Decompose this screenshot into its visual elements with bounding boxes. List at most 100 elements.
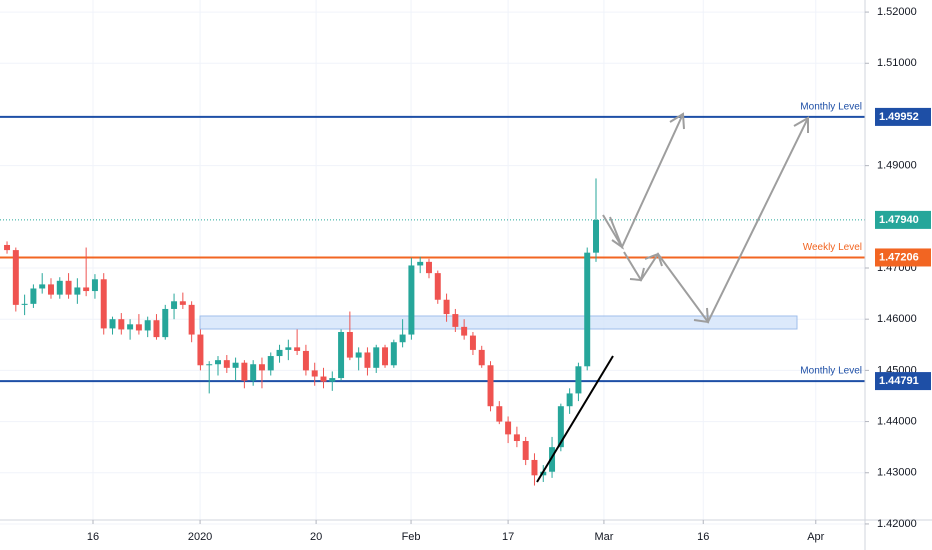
level-name: Weekly Level (803, 242, 862, 253)
level-price-label: 1.47940 (879, 214, 919, 226)
candle-body (557, 406, 564, 448)
candle-body (188, 304, 195, 335)
y-tick-label: 1.49000 (877, 160, 917, 172)
x-tick-label: 16 (697, 531, 709, 543)
candle-body (232, 362, 239, 368)
x-tick-label: 2020 (188, 531, 212, 543)
x-tick-label: 20 (310, 531, 322, 543)
candle-body (417, 261, 424, 266)
candle-body (434, 273, 441, 300)
level-name: Monthly Level (800, 366, 862, 377)
candle-body (355, 352, 362, 358)
candle-body (461, 326, 468, 336)
candle-body (118, 319, 125, 330)
candle-body (162, 308, 169, 338)
candle-body (144, 320, 151, 331)
arrow-head (693, 307, 710, 324)
candle-body (83, 287, 90, 292)
axes: 1.520001.510001.490001.470001.460001.450… (87, 6, 917, 543)
y-tick-label: 1.44000 (877, 415, 917, 427)
x-tick-label: 17 (502, 531, 514, 543)
y-tick-label: 1.43000 (877, 467, 917, 479)
projection-arrows (602, 112, 809, 324)
candle-body (364, 352, 371, 368)
candle-body (452, 314, 459, 327)
candle-body (267, 356, 274, 371)
candle-body (593, 219, 599, 253)
y-tick-label: 1.51000 (877, 57, 917, 69)
candle-body (478, 349, 485, 366)
candle-body (513, 434, 520, 442)
candle-body (171, 301, 178, 309)
candle-body (223, 360, 230, 368)
level-price-box (875, 372, 931, 391)
candle-body (302, 350, 309, 371)
x-tick-label: 16 (87, 531, 99, 543)
arrow-head (629, 267, 645, 282)
candle-body (21, 303, 28, 305)
candle-body (311, 370, 318, 377)
support-zone (199, 315, 798, 330)
y-tick-label: 1.46000 (877, 313, 917, 325)
candle-body (91, 279, 98, 292)
level-price-label: 1.49952 (879, 111, 919, 123)
levels (0, 115, 865, 383)
level-price-label: 1.47206 (879, 251, 919, 263)
candle-body (47, 284, 54, 295)
x-tick-label: Feb (402, 531, 421, 543)
candle-body (390, 342, 397, 366)
candle-body (65, 280, 72, 295)
candle-body (179, 301, 186, 305)
candle-body (443, 299, 450, 315)
candle-body (338, 331, 345, 379)
level-price-box (875, 210, 931, 229)
candle-body (496, 406, 503, 422)
candle-body (135, 324, 142, 331)
arrow-head (793, 116, 809, 133)
candle-body (373, 347, 380, 368)
candle-body (425, 261, 432, 274)
x-tick-label: Mar (594, 531, 613, 543)
candle-body (408, 265, 415, 335)
candle-body (39, 284, 46, 289)
candle-body (241, 362, 248, 381)
candle-body (294, 347, 301, 351)
y-tick-label: 1.42000 (877, 518, 917, 530)
candle-body (522, 441, 529, 460)
candle-body (12, 250, 19, 305)
candle-body (56, 280, 63, 295)
candle-body (285, 347, 292, 350)
candle-body (258, 364, 265, 371)
candle-body (469, 335, 476, 350)
candle-body (531, 459, 538, 476)
x-tick-label: Apr (807, 531, 824, 543)
candle-body (575, 366, 582, 394)
level-price-box (875, 248, 931, 267)
candle-body (127, 324, 134, 330)
candle-body (109, 319, 116, 329)
candle-body (215, 360, 221, 365)
candle-body (382, 347, 389, 366)
candle-body (320, 376, 327, 382)
level-price-box (875, 107, 931, 126)
candle-body (584, 252, 591, 367)
candle-body (505, 421, 512, 435)
level-labels: 1.49952 Monthly Level 1.47206 Weekly Level 1… (800, 102, 931, 391)
candle-body (329, 378, 336, 382)
candle-body (399, 334, 406, 343)
candle-body (566, 393, 573, 407)
trend-line (536, 355, 614, 483)
candle-body (197, 334, 204, 366)
candle-body (250, 364, 257, 381)
arrow-head (609, 216, 625, 250)
candle-body (74, 287, 81, 295)
candles (4, 178, 599, 486)
candle-body (153, 320, 160, 338)
candle-body (206, 364, 213, 366)
candle-body (346, 331, 353, 358)
candle-body (487, 365, 494, 407)
level-name: Monthly Level (800, 102, 862, 113)
